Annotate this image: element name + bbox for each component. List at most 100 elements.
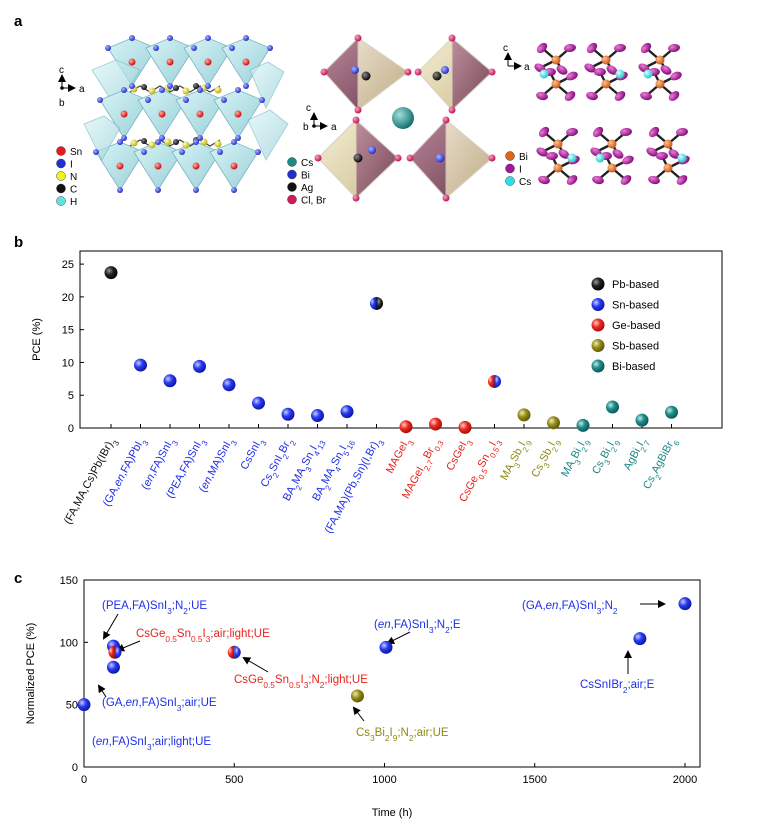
plot-frame-c: [83, 579, 701, 768]
ytick-label-c-0: 0: [72, 762, 78, 774]
point-b-12: [458, 420, 472, 434]
point-b-13: [488, 374, 502, 388]
point-b-14: [517, 408, 531, 422]
legend-swatch-s1-0: [56, 146, 66, 156]
axis-label-c-2: c: [306, 103, 311, 114]
legend-label-s3-2: Cs: [519, 177, 531, 188]
point-c-0: [77, 698, 91, 712]
panel-a-label: a: [14, 13, 23, 30]
ytick-label-b-3: 15: [62, 325, 74, 337]
axis-indicator-2: c b a: [303, 103, 337, 133]
legend-label-s3-0: Bi: [519, 152, 528, 163]
legend-swatch-s1-3: [56, 183, 66, 194]
point-b-16: [576, 418, 590, 432]
legend-swatch-s2-1: [287, 169, 297, 180]
ylabel-c: Normalized PCE (%): [25, 623, 37, 724]
point-c-3: [106, 660, 120, 674]
legend-label-s1-3: C: [70, 184, 77, 195]
panel-b-label: b: [14, 234, 23, 251]
xtick-label-c-3: 1500: [522, 774, 546, 786]
legend-marker-b-4: [591, 359, 605, 373]
xtick-label-c-0: 0: [81, 774, 87, 786]
axis-label-a-3: a: [524, 62, 530, 73]
axis-indicator-1: c a b: [58, 65, 85, 109]
annotation-arrow-c-2: [116, 640, 141, 652]
legend-label-s3-1: I: [519, 164, 522, 175]
xtick-label-c-4: 2000: [673, 774, 697, 786]
ytick-label-b-4: 20: [62, 292, 74, 304]
point-b-19: [665, 405, 678, 419]
annotation-label-c-7: CsSnIBr2;air;E: [580, 679, 655, 695]
point-b-9: [370, 296, 384, 310]
point-b-15: [547, 416, 560, 430]
legend-marker-b-2: [591, 318, 605, 332]
crystal-structure-bi-dimer: [534, 42, 690, 185]
annotation-arrow-c-1: [102, 613, 119, 640]
legend-swatch-s1-4: [56, 196, 66, 206]
point-b-1: [134, 358, 147, 372]
iodide-atoms: [93, 35, 273, 193]
legend-label-s1-1: I: [70, 159, 73, 170]
point-b-0: [104, 266, 118, 280]
annotation-arrow-c-6: [386, 631, 411, 644]
ylabel-b: PCE (%): [31, 318, 43, 361]
legend-marker-b-0: [591, 277, 605, 291]
point-c-2: [108, 645, 122, 659]
axis-indicator-3: c a: [503, 43, 530, 73]
bi-dimer-1: [584, 42, 628, 101]
xtick-label-b-10: MAGeI3: [384, 435, 416, 477]
octahedra-layer: [83, 37, 289, 191]
legend-label-s1-2: N: [70, 172, 77, 183]
annotation-label-c-1: (PEA,FA)SnI3;N2;UE: [102, 600, 207, 616]
bi-dimer-5: [646, 126, 690, 185]
bi-dimer-4: [590, 126, 634, 185]
point-c-6: [379, 640, 393, 654]
xtick-label-b-14: MA3Sb2I9: [498, 435, 534, 484]
point-b-7: [311, 409, 324, 423]
plot-frame-b: [79, 250, 723, 429]
legend-label-b-3: Sb-based: [612, 341, 659, 353]
axis-label-b: b: [59, 98, 65, 109]
legend-label-s2-2: Ag: [301, 183, 313, 194]
legend-label-s2-0: Cs: [301, 158, 313, 169]
point-b-6: [281, 407, 295, 421]
annotation-label-c-5: Cs3Bi2I9;N2;air;UE: [356, 727, 449, 743]
annotation-label-c-6: (en,FA)SnI3;N2;E: [374, 619, 461, 635]
ytick-label-c-3: 150: [60, 575, 78, 587]
panel-a: a: [14, 13, 690, 208]
axis-label-a-2: a: [331, 122, 337, 133]
bi-dimer-2: [638, 42, 682, 101]
xtick-label-b-16: MA3Bi2I9: [559, 435, 593, 480]
ytick-label-c-1: 50: [66, 700, 78, 712]
point-b-2: [163, 374, 177, 388]
xtick-label-b-12: CsGeI3: [444, 435, 475, 474]
axis-label-c: c: [59, 65, 64, 76]
annotation-label-c-2: CsGe0.5Sn0.5I3;air;light;UE: [136, 628, 270, 644]
point-b-11: [429, 417, 442, 431]
legend-label-b-2: Ge-based: [612, 320, 660, 332]
point-b-3: [193, 359, 206, 373]
legend-structure-3: BiI Cs: [505, 151, 531, 188]
legend-swatch-s2-3: [287, 194, 297, 205]
annotation-label-c-3: (GA,en,FA)SnI3;air;UE: [102, 697, 217, 713]
legend-swatch-s3-1: [505, 163, 515, 174]
point-c-7: [633, 632, 647, 646]
annotation-arrow-c-3: [97, 684, 107, 698]
legend-swatch-s2-2: [287, 182, 297, 192]
legend-label-b-1: Sn-based: [612, 300, 659, 312]
bi-dimer-0: [534, 42, 578, 101]
point-b-17: [606, 400, 619, 414]
xtick-label-c-2: 1000: [372, 774, 396, 786]
point-b-5: [252, 396, 265, 410]
bi-dimer-3: [536, 126, 580, 185]
legend-swatch-s1-1: [56, 158, 66, 169]
annotation-label-c-0: (en,FA)SnI3;air;light;UE: [92, 736, 211, 752]
legend-label-b-4: Bi-based: [612, 361, 655, 373]
annotation-label-c-4: CsGe0.5Sn0.5I3;N2;light;UE: [234, 674, 368, 690]
legend-swatch-s3-2: [505, 176, 515, 186]
tin-atoms: [116, 58, 250, 170]
point-b-10: [399, 420, 413, 434]
